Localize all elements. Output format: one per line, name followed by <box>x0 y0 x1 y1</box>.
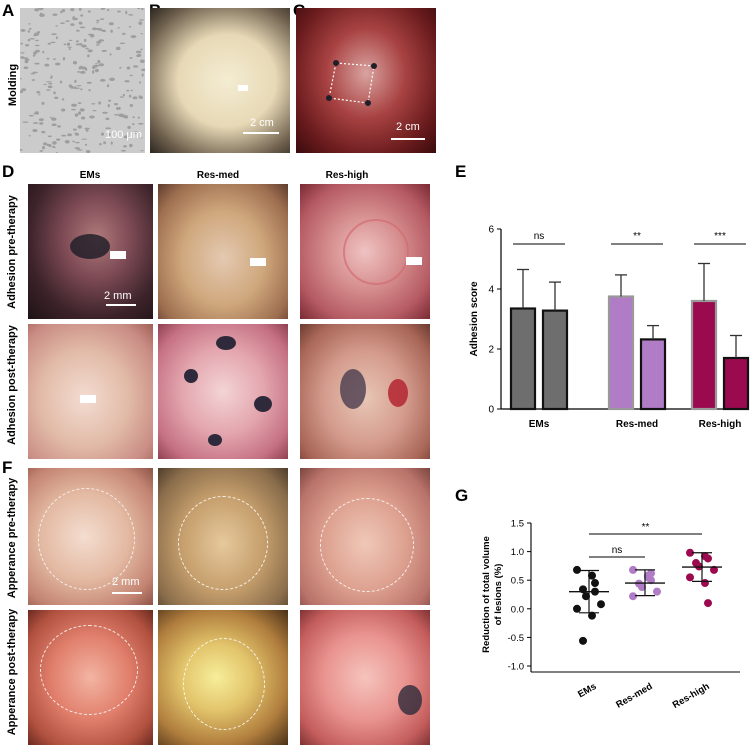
scale-bar-label-a: 100 μm <box>105 129 142 141</box>
arrow-icon <box>406 257 422 265</box>
photo-molded-gel: 2 cm <box>150 8 290 153</box>
photo-adhesion-post-ems <box>28 324 153 459</box>
photo-appearance-post-res-high <box>300 610 430 745</box>
arrow-icon <box>110 251 126 259</box>
y-tick-label: -0.5 <box>508 633 524 644</box>
panel-letter-a: A <box>2 1 15 20</box>
y-tick-label: 1.5 <box>511 519 524 530</box>
y-tick-label: -1.0 <box>508 662 524 673</box>
photo-adhesion-pre-ems: 2 mm <box>28 184 153 319</box>
row-label-appearance-pre: Apperance pre-therapy <box>6 477 18 599</box>
significance-label: ** <box>642 522 650 533</box>
photo-appearance-pre-res-high <box>300 468 430 605</box>
panel-letter-g: G <box>455 486 469 505</box>
photo-adhesion-post-res-high <box>300 324 430 459</box>
x-tick-label: Res-high <box>699 419 742 430</box>
y-tick-label: 0.0 <box>511 604 524 615</box>
y-axis-label: Adhesion score <box>469 281 480 356</box>
bar <box>722 356 750 411</box>
data-point <box>629 565 637 574</box>
panel-letter-e: E <box>455 162 467 181</box>
data-point <box>686 548 694 557</box>
y-tick-label: 0 <box>488 405 494 416</box>
y-axis-label: Reduction of total volumeof lesions (%) <box>481 536 504 653</box>
scale-bar-label-f: 2 mm <box>112 576 140 588</box>
column-header-res-med: Res-med <box>196 170 240 181</box>
scale-bar-c <box>391 138 425 140</box>
photo-implant-site: 2 cm <box>296 8 436 153</box>
chart-adhesion-score: 0 2 4 6 Adhesion score EMs ns Res-med ** Res-high… <box>469 225 750 430</box>
data-point <box>588 571 596 580</box>
photo-adhesion-post-res-med <box>158 324 288 459</box>
data-point <box>638 583 646 592</box>
chart-volume-reduction: -1.0 -0.5 0.0 0.5 1.0 1.5 Reduction of total v… <box>481 519 740 711</box>
photo-appearance-post-ems <box>28 610 153 745</box>
significance-label: ns <box>612 545 623 556</box>
data-point <box>579 636 587 645</box>
photo-appearance-pre-ems: 2 mm <box>28 468 153 605</box>
photo-adhesion-pre-res-med <box>158 184 288 319</box>
row-label-adhesion-pre: Adhesion pre-therapy <box>6 195 18 309</box>
panel-letter-d: D <box>2 162 15 181</box>
data-point <box>573 565 581 574</box>
column-header-ems: EMs <box>79 170 101 181</box>
microparticles-texture <box>20 8 145 153</box>
row-label-appearance-post: Apperance post-therapy <box>6 608 18 736</box>
scale-bar-label-c: 2 cm <box>396 121 420 133</box>
data-point <box>710 565 718 574</box>
x-tick-label: Res-high <box>671 681 712 711</box>
column-header-res-high: Res-high <box>325 170 369 181</box>
bar <box>509 307 537 411</box>
scale-bar-label-d: 2 mm <box>104 290 132 302</box>
data-point <box>588 611 596 620</box>
x-tick-label: EMs <box>576 681 598 700</box>
data-point <box>591 579 599 588</box>
arrow-icon <box>80 395 96 403</box>
panel-letter-f: F <box>2 458 13 477</box>
y-tick-label: 4 <box>488 285 494 296</box>
row-label-adhesion-post: Adhesion post-therapy <box>6 325 18 445</box>
x-tick-label: Res-med <box>614 681 654 711</box>
scale-bar-f <box>112 592 142 594</box>
photo-appearance-post-res-med <box>158 610 288 745</box>
data-point <box>629 592 637 601</box>
scale-bar-label-b: 2 cm <box>250 117 274 129</box>
bar <box>639 338 667 411</box>
row-label-molding: Molding <box>7 63 19 107</box>
data-point <box>582 592 590 601</box>
data-point <box>653 587 661 596</box>
arrow-icon <box>250 258 266 266</box>
suture-outline <box>326 60 377 106</box>
arrow-icon <box>114 80 123 92</box>
x-tick-label: Res-med <box>616 419 658 430</box>
significance-label: ns <box>534 231 545 242</box>
x-tick-label: EMs <box>529 419 550 430</box>
data-point <box>704 554 712 563</box>
data-point <box>647 569 655 578</box>
bar <box>690 299 718 411</box>
significance-label: ** <box>633 231 641 242</box>
data-point <box>573 604 581 613</box>
photo-appearance-pre-res-med <box>158 468 288 605</box>
y-tick-label: 6 <box>488 225 494 236</box>
bar <box>607 295 635 411</box>
photo-adhesion-pre-res-high <box>300 184 430 319</box>
photo-microparticles: 100 μm <box>20 8 145 153</box>
y-tick-label: 0.5 <box>511 576 524 587</box>
y-tick-label: 1.0 <box>511 547 524 558</box>
significance-label: *** <box>714 231 726 242</box>
data-point <box>704 599 712 608</box>
arrow-icon <box>238 85 248 91</box>
data-point <box>597 600 605 609</box>
scale-bar-d <box>106 304 136 306</box>
bar <box>541 309 569 411</box>
data-point <box>686 573 694 582</box>
y-tick-label: 2 <box>488 345 494 356</box>
